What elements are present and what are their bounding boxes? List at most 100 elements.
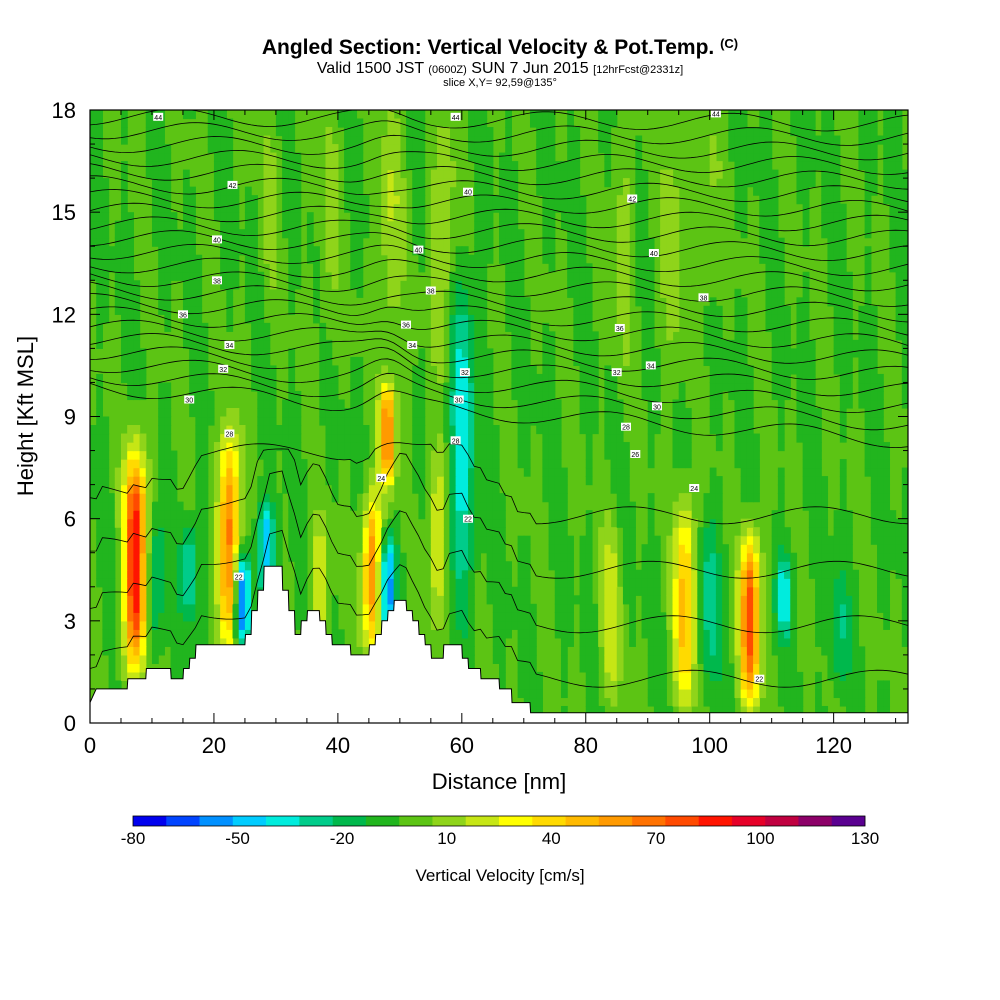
velocity-cell (176, 254, 184, 264)
velocity-cell (877, 603, 884, 613)
velocity-cell (684, 578, 692, 588)
velocity-cell (275, 127, 283, 137)
velocity-cell (461, 263, 469, 273)
velocity-cell (437, 603, 444, 613)
velocity-cell (356, 629, 364, 639)
velocity-cell (722, 544, 729, 554)
velocity-cell (195, 348, 203, 358)
velocity-cell (350, 152, 358, 162)
velocity-cell (901, 476, 908, 486)
velocity-cell (164, 484, 172, 494)
velocity-cell (238, 459, 246, 469)
velocity-cell (418, 356, 426, 367)
velocity-cell (170, 501, 178, 511)
velocity-cell (133, 603, 141, 613)
velocity-cell (455, 382, 463, 392)
velocity-cell (740, 425, 748, 435)
velocity-cell (505, 612, 512, 622)
velocity-cell (591, 688, 599, 699)
velocity-cell (499, 161, 506, 171)
velocity-cell (269, 544, 277, 554)
velocity-cell (666, 195, 674, 205)
velocity-cell (759, 135, 767, 145)
velocity-cell (771, 637, 779, 647)
velocity-cell (641, 246, 649, 256)
velocity-cell (443, 416, 451, 426)
velocity-cell (220, 518, 227, 528)
velocity-cell (777, 305, 785, 315)
velocity-cell (220, 135, 227, 145)
velocity-cell (257, 527, 265, 537)
velocity-cell (437, 280, 444, 290)
velocity-cell (715, 705, 723, 716)
velocity-cell (195, 518, 203, 528)
velocity-cell (344, 407, 351, 418)
velocity-cell (164, 186, 172, 196)
velocity-cell (170, 220, 178, 230)
velocity-cell (244, 595, 252, 605)
velocity-cell (325, 237, 333, 247)
velocity-cell (567, 561, 574, 571)
velocity-cell (288, 510, 296, 520)
velocity-cell (418, 382, 426, 392)
velocity-cell (883, 195, 891, 205)
velocity-cell (127, 671, 134, 682)
velocity-cell (523, 578, 531, 588)
velocity-cell (455, 305, 463, 315)
velocity-cell (548, 373, 556, 384)
velocity-cell (430, 339, 438, 349)
velocity-cell (213, 569, 221, 579)
velocity-cell (709, 595, 717, 605)
velocity-cell (108, 569, 116, 579)
velocity-cell (864, 263, 872, 273)
velocity-cell (604, 527, 612, 537)
velocity-cell (275, 433, 283, 443)
velocity-cell (468, 459, 475, 469)
velocity-cell (195, 637, 203, 647)
velocity-cell (399, 186, 407, 196)
velocity-cell (96, 476, 103, 486)
velocity-cell (784, 629, 791, 639)
velocity-cell (790, 348, 798, 358)
velocity-cell (709, 527, 717, 537)
velocity-cell (777, 407, 785, 418)
velocity-cell (133, 459, 141, 469)
velocity-cell (474, 305, 482, 315)
velocity-cell (145, 467, 153, 477)
velocity-cell (635, 263, 643, 273)
velocity-cell (647, 688, 655, 699)
velocity-cell (492, 493, 500, 503)
velocity-cell (226, 288, 234, 298)
velocity-cell (300, 544, 308, 554)
velocity-cell (678, 637, 686, 647)
velocity-cell (784, 552, 791, 562)
velocity-cell (356, 280, 364, 290)
velocity-cell (616, 314, 624, 324)
velocity-cell (827, 271, 835, 281)
velocity-cell (796, 331, 804, 341)
velocity-cell (827, 629, 835, 639)
velocity-cell (437, 195, 444, 205)
velocity-cell (511, 195, 519, 205)
velocity-cell (170, 237, 178, 247)
velocity-cell (213, 144, 221, 154)
velocity-cell (784, 365, 791, 375)
velocity-cell (182, 331, 190, 341)
velocity-cell (815, 161, 822, 171)
velocity-cell (877, 416, 884, 426)
velocity-cell (251, 356, 258, 367)
velocity-cell (765, 203, 773, 213)
velocity-cell (492, 654, 500, 664)
velocity-cell (753, 127, 760, 137)
velocity-cell (653, 425, 661, 435)
velocity-cell (833, 203, 841, 213)
velocity-cell (734, 442, 742, 452)
velocity-cell (622, 510, 630, 520)
velocity-cell (604, 144, 612, 154)
velocity-cell (480, 373, 488, 384)
velocity-cell (529, 705, 537, 716)
velocity-cell (622, 552, 630, 562)
velocity-cell (406, 161, 413, 171)
velocity-cell (889, 161, 897, 171)
velocity-cell (895, 220, 903, 230)
